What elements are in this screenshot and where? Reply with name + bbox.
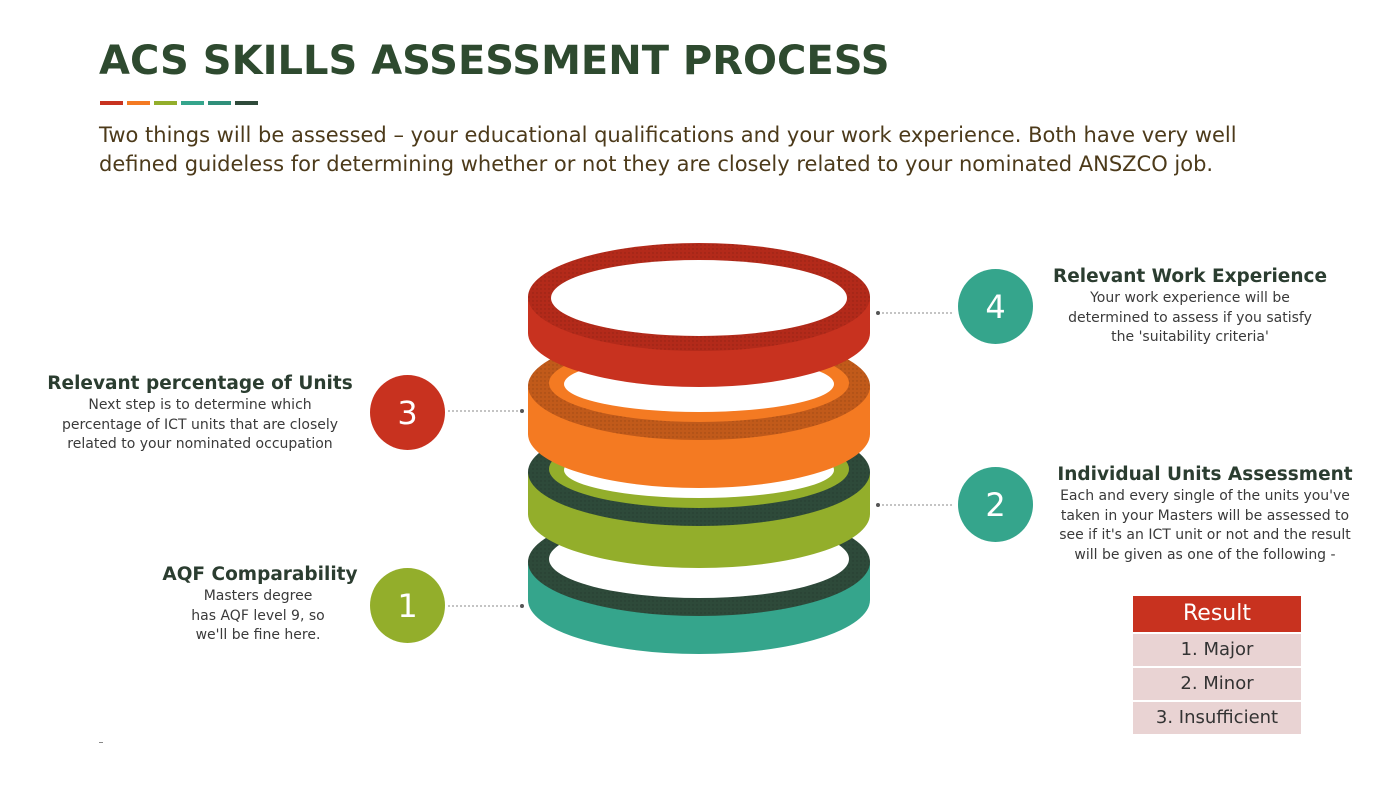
connector-end-1 [520, 604, 524, 608]
connector-end-3 [520, 409, 524, 413]
color-bar-dark [235, 101, 258, 105]
step-2-description: Each and every single of the units you'v… [1059, 488, 1351, 563]
step-number-2: 2 [985, 485, 1006, 524]
connector-end-2 [876, 503, 880, 507]
ring-red [528, 243, 870, 387]
footer-mark [99, 742, 103, 743]
step-4-description: Your work experience will be determined … [1068, 290, 1312, 345]
step-3-title: Relevant percentage of Units [47, 373, 353, 394]
step-4-text: Relevant Work Experience Your work exper… [1040, 265, 1340, 348]
step-2-title: Individual Units Assessment [1057, 464, 1353, 485]
step-1-description: Masters degree has AQF level 9, so we'll… [191, 588, 325, 643]
connector-end-4 [876, 311, 880, 315]
color-bar-orange [127, 101, 150, 105]
result-row-insufficient: 3. Insufficient [1133, 702, 1301, 734]
step-badge-2: 2 [958, 467, 1033, 542]
page-subtitle: Two things will be assessed – your educa… [99, 123, 1237, 176]
result-table: Result 1. Major 2. Minor 3. Insufficient [1133, 596, 1301, 736]
title-color-bar [100, 101, 258, 105]
step-3-text: Relevant percentage of Units Next step i… [40, 372, 360, 455]
step-1-title: AQF Comparability [162, 564, 358, 585]
color-bar-red [100, 101, 123, 105]
result-row-minor: 2. Minor [1133, 668, 1301, 700]
step-number-1: 1 [397, 586, 418, 625]
color-bar-darkteal [208, 101, 231, 105]
connector-lines [448, 312, 952, 607]
page-title: ACS SKILLS ASSESSMENT PROCESS [99, 38, 890, 84]
step-badge-3: 3 [370, 375, 445, 450]
color-bar-teal [181, 101, 204, 105]
step-number-3: 3 [397, 393, 418, 432]
result-table-header: Result [1133, 596, 1301, 632]
step-number-4: 4 [985, 287, 1006, 326]
step-badge-1: 1 [370, 568, 445, 643]
color-bar-green [154, 101, 177, 105]
result-row-major: 1. Major [1133, 634, 1301, 666]
step-1-text: AQF Comparability Masters degree has AQF… [150, 563, 370, 646]
step-2-text: Individual Units Assessment Each and eve… [1045, 463, 1365, 565]
step-badge-4: 4 [958, 269, 1033, 344]
step-4-title: Relevant Work Experience [1052, 266, 1328, 287]
step-3-description: Next step is to determine which percenta… [61, 397, 339, 452]
